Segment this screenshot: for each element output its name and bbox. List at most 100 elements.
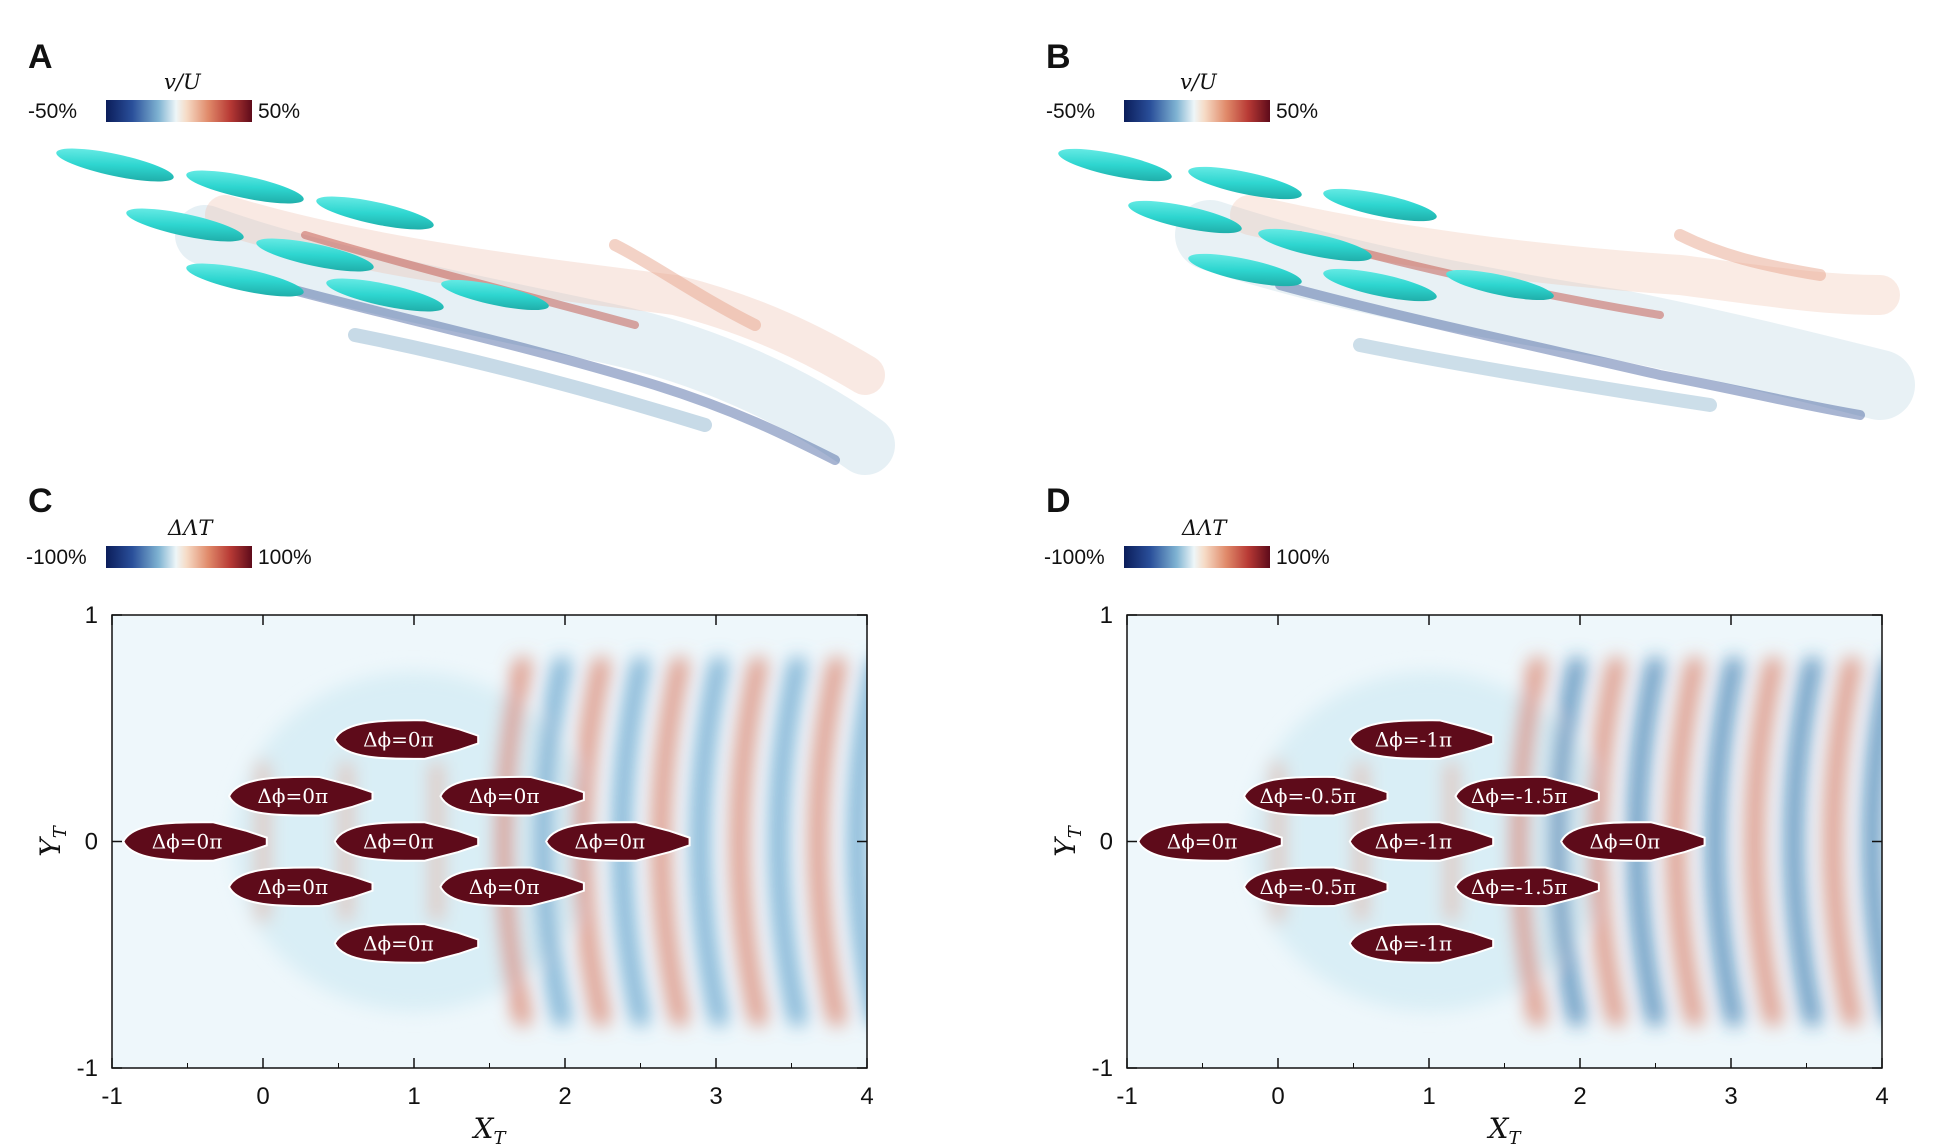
colorbar-d-min: -100% <box>1044 546 1105 569</box>
fish-phase-label: Δϕ=0π <box>152 830 223 854</box>
fish-body: Δϕ=0π <box>439 866 585 908</box>
x-axis-label: XT <box>472 1112 508 1145</box>
render-b <box>1058 148 1915 420</box>
fish-phase-label: Δϕ=0π <box>574 830 645 854</box>
y-tick-label: 0 <box>85 829 98 856</box>
y-tick-label: -1 <box>77 1055 98 1082</box>
colorbar-c-gradient <box>106 546 252 568</box>
colorbar-a-max: 50% <box>258 100 301 123</box>
wake-band <box>1510 656 1546 1027</box>
colorbar-d-gradient <box>1124 546 1270 568</box>
y-axis-label: YT <box>34 824 71 856</box>
fish-shape <box>1348 923 1495 964</box>
wake-band <box>1746 656 1782 1027</box>
fish-shape <box>1242 775 1389 817</box>
fish-body: Δϕ=0π <box>545 821 691 862</box>
fish-shape <box>1454 775 1600 817</box>
fish-shape <box>439 775 585 817</box>
fish-phase-label: Δϕ=0π <box>1167 830 1238 854</box>
fish-shape <box>1348 821 1495 862</box>
x-tick-label: -1 <box>101 1083 122 1110</box>
wake-band <box>692 656 728 1027</box>
fish-shape <box>1560 821 1706 862</box>
fish-body: Δϕ=-0.5π <box>1242 866 1389 908</box>
x-tick-label: 4 <box>1875 1083 1888 1110</box>
fish-phase-label: Δϕ=-0.5π <box>1259 875 1356 899</box>
colorbar-c-min: -100% <box>26 546 87 569</box>
panel-letter-b: B <box>1046 38 1071 76</box>
fish-shape <box>1242 866 1389 908</box>
colorbar-b-max: 50% <box>1276 100 1319 123</box>
colorbar-d-label: ΔΛT <box>1182 516 1227 540</box>
colorbar-a-gradient <box>106 100 252 122</box>
fish-phase-label: Δϕ=0π <box>469 784 540 808</box>
fish-shape <box>227 866 374 908</box>
wake-band <box>1785 656 1821 1027</box>
y-tick-label: 1 <box>1100 602 1113 629</box>
wake-band <box>731 656 767 1027</box>
fish-shape <box>1348 719 1495 760</box>
fish-body: Δϕ=-1π <box>1348 923 1495 964</box>
fish-shape <box>1454 866 1600 908</box>
x-tick-label: 2 <box>558 1083 571 1110</box>
fish-shape <box>333 923 480 964</box>
wake-band <box>1707 656 1743 1027</box>
fish-shape <box>227 775 374 817</box>
fish-shape <box>333 821 480 862</box>
fish-body: Δϕ=0π <box>1560 821 1706 862</box>
vortex-wake-a <box>175 195 895 475</box>
x-tick-label: -1 <box>1116 1083 1137 1110</box>
fish-school-3d-b <box>1058 148 1554 302</box>
fish-phase-label: Δϕ=-1.5π <box>1471 784 1568 808</box>
wake-band <box>1550 656 1585 1027</box>
x-axis-label: XT <box>1487 1112 1523 1145</box>
fish-body: Δϕ=0π <box>1137 821 1283 862</box>
colorbar-b-label: v/U <box>1180 70 1217 94</box>
colorbar-b-min: -50% <box>1046 100 1096 123</box>
x-tick-label: 3 <box>1724 1083 1737 1110</box>
fish-phase-label: Δϕ=0π <box>363 830 434 854</box>
panel-letter-a: A <box>28 38 53 76</box>
fish-body: Δϕ=-1.5π <box>1454 866 1600 908</box>
fish-body: Δϕ=0π <box>439 775 585 817</box>
fish-body: Δϕ=0π <box>333 821 480 862</box>
fish-body: Δϕ=0π <box>227 775 374 817</box>
fish-phase-label: Δϕ=0π <box>257 784 328 808</box>
fish-shape <box>545 821 691 862</box>
fish-school-3d-a <box>56 148 549 312</box>
fish-phase-label: Δϕ=0π <box>257 875 328 899</box>
y-tick-label: -1 <box>1092 1055 1113 1082</box>
y-axis-label: YT <box>1049 824 1086 856</box>
fish-body: Δϕ=-0.5π <box>1242 775 1389 817</box>
colorbar-c-max: 100% <box>258 546 312 569</box>
x-tick-label: 0 <box>256 1083 269 1110</box>
fish-shape <box>1137 821 1283 862</box>
fish-shape <box>333 719 480 760</box>
colorbar-c-label: ΔΛT <box>168 516 213 540</box>
colorbar-a-label: v/U <box>164 70 201 94</box>
fish-phase-label: Δϕ=-1π <box>1375 931 1452 955</box>
fish-body: Δϕ=-1π <box>1348 821 1495 862</box>
fish-phase-label: Δϕ=-1π <box>1375 728 1452 752</box>
fish-body: Δϕ=0π <box>333 719 480 760</box>
colorbar-b-gradient <box>1124 100 1270 122</box>
fish-phase-label: Δϕ=0π <box>469 875 540 899</box>
y-tick-label: 1 <box>85 602 98 629</box>
fish-shape <box>122 821 268 862</box>
fish-phase-label: Δϕ=-1π <box>1375 830 1452 854</box>
fish-body: Δϕ=0π <box>227 866 374 908</box>
fish-phase-label: Δϕ=-1.5π <box>1471 875 1568 899</box>
y-tick-label: 0 <box>1100 829 1113 856</box>
heatmap-d: Δϕ=-1π Δϕ=-0.5π Δϕ=-1.5π Δϕ=0π Δϕ=-1π Δϕ=0π Δϕ… <box>1049 602 1889 1145</box>
fish-phase-label: Δϕ=-0.5π <box>1259 784 1356 808</box>
fish-phase-label: Δϕ=0π <box>363 931 434 955</box>
render-a <box>56 148 895 475</box>
wake-band <box>1824 656 1860 1027</box>
fish-phase-label: Δϕ=0π <box>363 728 434 752</box>
fish-body: Δϕ=-1π <box>1348 719 1495 760</box>
fish-phase-label: Δϕ=0π <box>1589 830 1660 854</box>
x-tick-label: 0 <box>1271 1083 1284 1110</box>
fish-body: Δϕ=0π <box>333 923 480 964</box>
wake-band <box>809 656 845 1027</box>
panel-letter-c: C <box>28 482 53 520</box>
